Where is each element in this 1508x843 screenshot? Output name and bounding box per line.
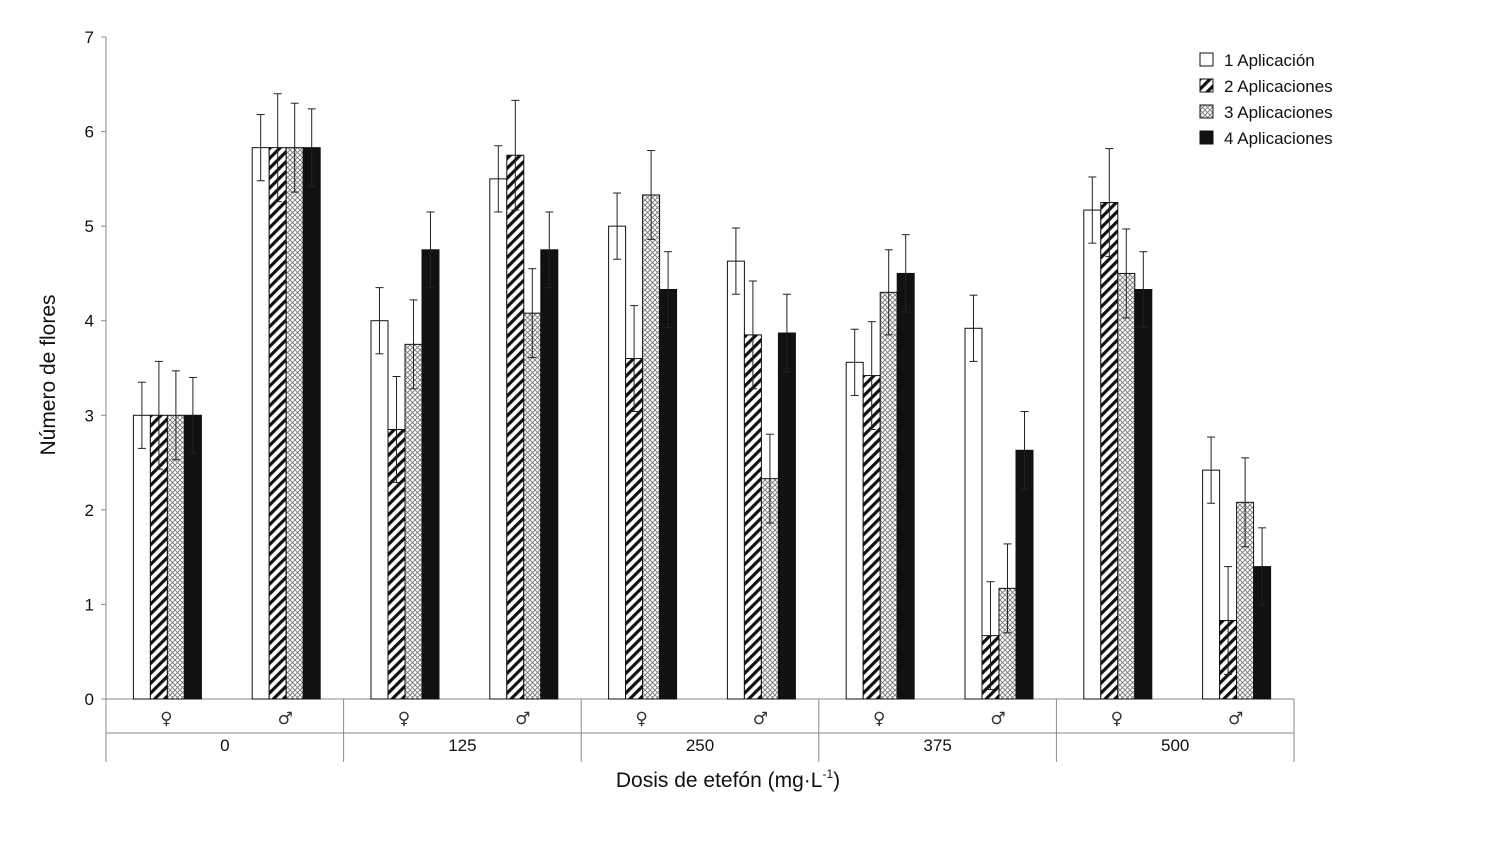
x-axis: ♀ ♂ ♀ ♂ ♀ ♂ ♀ ♂ ♀ ♂ 0 125 250 375 500 Dosis de etefón… bbox=[106, 698, 1295, 792]
error-bar-group bbox=[137, 93, 1267, 691]
y-tick-label: 1 bbox=[85, 595, 94, 614]
sex-label: ♂ bbox=[515, 709, 530, 729]
y-axis-title: Número de flores bbox=[37, 294, 60, 455]
sex-label: ♀ bbox=[1111, 709, 1123, 729]
bar bbox=[743, 334, 762, 700]
bar bbox=[302, 147, 321, 700]
bar bbox=[659, 289, 678, 700]
y-axis: 0 1 2 3 4 5 6 7 Número de flores bbox=[37, 28, 107, 762]
bar bbox=[1134, 289, 1153, 700]
dose-label: 0 bbox=[220, 736, 229, 755]
sex-label: ♀ bbox=[635, 709, 647, 729]
dose-label-group: 0 125 250 375 500 bbox=[220, 736, 1189, 755]
bar bbox=[879, 291, 898, 700]
bar-series-group bbox=[132, 147, 1272, 700]
bar bbox=[1202, 469, 1221, 700]
y-tick-label: 7 bbox=[85, 28, 94, 47]
legend-swatch-4 bbox=[1199, 130, 1214, 145]
legend-label-1: 1 Aplicación bbox=[1224, 51, 1315, 70]
y-tick-label: 3 bbox=[85, 406, 94, 425]
bar bbox=[285, 147, 304, 700]
sex-label-group: ♀ ♂ ♀ ♂ ♀ ♂ ♀ ♂ ♀ ♂ bbox=[160, 709, 1243, 729]
bar bbox=[540, 249, 559, 700]
sex-label: ♀ bbox=[873, 709, 885, 729]
bar bbox=[370, 320, 389, 700]
bar bbox=[132, 414, 151, 700]
bar bbox=[506, 154, 525, 700]
group-dividers bbox=[343, 699, 1295, 762]
y-tick-label: 4 bbox=[85, 312, 94, 331]
sex-label: ♂ bbox=[278, 709, 293, 729]
dose-label: 125 bbox=[448, 736, 476, 755]
bar bbox=[404, 343, 423, 700]
dose-label: 500 bbox=[1161, 736, 1189, 755]
bar bbox=[964, 327, 983, 700]
x-axis-title: Dosis de etefón (mg·L-1) bbox=[616, 767, 840, 792]
legend-swatch-1 bbox=[1199, 52, 1214, 67]
bar bbox=[523, 312, 542, 700]
bar bbox=[1117, 272, 1136, 700]
bar bbox=[896, 272, 915, 700]
sex-label: ♀ bbox=[398, 709, 410, 729]
legend: 1 Aplicación 2 Aplicaciones 3 Aplicacion… bbox=[1199, 51, 1333, 148]
y-tick-label: 0 bbox=[85, 690, 94, 709]
bar bbox=[183, 414, 202, 700]
y-tick-label: 6 bbox=[85, 123, 94, 142]
legend-label-3: 3 Aplicaciones bbox=[1224, 103, 1333, 122]
sex-label: ♂ bbox=[753, 709, 768, 729]
bar bbox=[845, 361, 864, 700]
legend-swatch-2 bbox=[1199, 78, 1214, 93]
bar bbox=[777, 332, 796, 700]
y-tick-label: 2 bbox=[85, 501, 94, 520]
sex-label: ♂ bbox=[990, 709, 1005, 729]
legend-swatch-3 bbox=[1199, 104, 1214, 119]
bar bbox=[1100, 202, 1119, 700]
sex-label: ♀ bbox=[160, 709, 172, 729]
bar bbox=[1083, 209, 1102, 700]
legend-label-4: 4 Aplicaciones bbox=[1224, 129, 1333, 148]
y-tick-label: 5 bbox=[85, 217, 94, 236]
y-tick-group: 0 1 2 3 4 5 6 7 bbox=[85, 28, 106, 709]
dose-label: 250 bbox=[686, 736, 714, 755]
dose-label: 375 bbox=[923, 736, 951, 755]
bar bbox=[421, 249, 440, 700]
bar bbox=[268, 147, 287, 700]
bar bbox=[251, 147, 270, 700]
bar bbox=[608, 225, 627, 700]
bar bbox=[642, 194, 661, 700]
bar bbox=[726, 260, 745, 700]
bar bbox=[489, 178, 508, 700]
legend-label-2: 2 Aplicaciones bbox=[1224, 77, 1333, 96]
sex-label: ♂ bbox=[1228, 709, 1243, 729]
